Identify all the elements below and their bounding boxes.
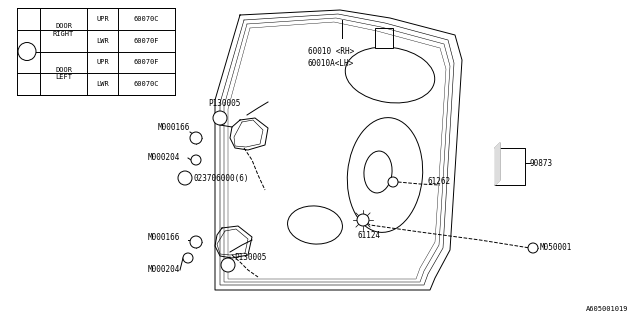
Text: 60070C: 60070C [134, 81, 159, 87]
Text: M000204: M000204 [148, 153, 180, 162]
Text: 90873: 90873 [530, 158, 553, 167]
Circle shape [221, 258, 235, 272]
Text: M000166: M000166 [148, 234, 180, 243]
Text: M050001: M050001 [540, 244, 572, 252]
Text: 60070C: 60070C [134, 16, 159, 22]
Circle shape [178, 171, 192, 185]
Circle shape [388, 177, 398, 187]
Text: 60070F: 60070F [134, 38, 159, 44]
Text: A605001019: A605001019 [586, 306, 628, 312]
Text: 60070F: 60070F [134, 60, 159, 65]
Text: M000166: M000166 [158, 124, 190, 132]
Circle shape [191, 155, 201, 165]
Text: 023706000(6): 023706000(6) [194, 173, 250, 182]
Text: 60010 <RH>: 60010 <RH> [308, 47, 355, 57]
Circle shape [190, 132, 202, 144]
Circle shape [528, 243, 538, 253]
Text: 1: 1 [226, 262, 230, 268]
Text: 61262: 61262 [428, 178, 451, 187]
Text: 1: 1 [25, 49, 29, 54]
Circle shape [190, 236, 202, 248]
Text: UPR: UPR [96, 60, 109, 65]
Text: 1: 1 [218, 116, 222, 121]
Text: N: N [183, 175, 187, 180]
Text: 60010A<LH>: 60010A<LH> [308, 59, 355, 68]
Circle shape [18, 43, 36, 60]
Text: M000204: M000204 [148, 266, 180, 275]
Circle shape [183, 253, 193, 263]
Circle shape [213, 111, 227, 125]
Text: P130005: P130005 [208, 99, 241, 108]
Text: LWR: LWR [96, 38, 109, 44]
Text: P130005: P130005 [234, 252, 266, 261]
Circle shape [357, 214, 369, 226]
Text: LWR: LWR [96, 81, 109, 87]
Text: 61124: 61124 [358, 230, 381, 239]
Text: UPR: UPR [96, 16, 109, 22]
Polygon shape [495, 143, 500, 185]
Text: DOOR
LEFT: DOOR LEFT [55, 67, 72, 80]
Bar [375, 28, 393, 48]
Text: DOOR
RIGHT: DOOR RIGHT [53, 23, 74, 36]
